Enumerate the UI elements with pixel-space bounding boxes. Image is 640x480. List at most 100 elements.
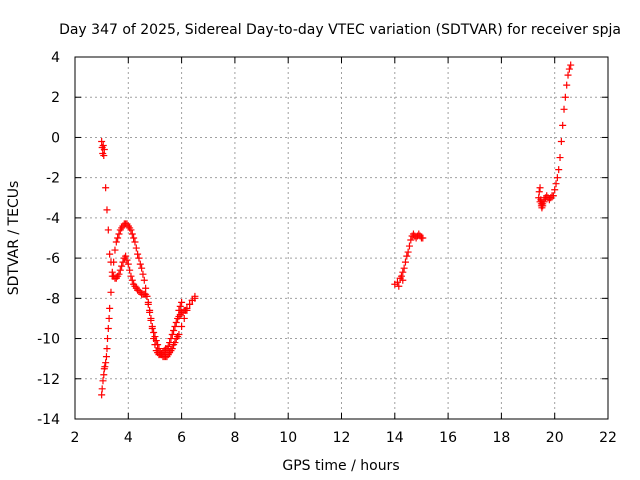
data-point xyxy=(126,266,134,274)
x-tick-label: 12 xyxy=(333,430,351,446)
data-point xyxy=(110,258,118,266)
x-tick-labels: 2 4 6 8 10 12 14 16 18 20 22 xyxy=(71,430,617,446)
data-point xyxy=(107,288,115,296)
data-point xyxy=(539,202,547,210)
data-point xyxy=(118,262,126,270)
axis-ticks xyxy=(74,56,609,420)
data-point xyxy=(142,284,150,292)
data-point xyxy=(98,385,106,393)
data-point xyxy=(178,298,186,306)
data-point xyxy=(172,318,180,326)
data-point xyxy=(555,166,563,174)
data-point xyxy=(561,93,569,101)
data-point xyxy=(104,335,112,343)
y-tick-label: -10 xyxy=(37,332,60,348)
data-point xyxy=(99,377,107,385)
data-point xyxy=(136,260,144,268)
data-point xyxy=(131,238,139,246)
data-point xyxy=(98,137,106,145)
data-point xyxy=(99,141,107,149)
data-point xyxy=(407,236,415,244)
data-point xyxy=(399,268,407,276)
y-axis-label: SDTVAR / TECUs xyxy=(6,181,22,296)
x-axis-label: GPS time / hours xyxy=(282,458,399,474)
data-point xyxy=(183,306,191,314)
data-point xyxy=(103,206,111,214)
data-point xyxy=(106,250,114,258)
data-point xyxy=(178,322,186,330)
data-point xyxy=(397,272,405,280)
data-point xyxy=(132,244,140,252)
data-point xyxy=(168,345,176,353)
data-point xyxy=(122,252,130,260)
data-point xyxy=(559,121,567,129)
data-points xyxy=(98,61,575,399)
data-point xyxy=(151,333,159,341)
data-point xyxy=(549,192,557,200)
data-point xyxy=(150,329,158,337)
data-point xyxy=(147,316,155,324)
data-point xyxy=(103,345,111,353)
data-point xyxy=(552,180,560,188)
x-tick-label: 10 xyxy=(279,430,297,446)
data-point xyxy=(186,300,194,308)
data-point xyxy=(556,154,564,162)
data-point xyxy=(154,341,162,349)
data-point xyxy=(171,322,179,330)
data-point xyxy=(127,272,135,280)
y-tick-label: -8 xyxy=(46,291,60,307)
data-point xyxy=(139,270,147,278)
data-point xyxy=(140,276,148,284)
data-point xyxy=(128,276,136,284)
data-point xyxy=(175,331,183,339)
x-tick-label: 4 xyxy=(124,430,133,446)
data-point xyxy=(106,304,114,312)
data-point xyxy=(134,250,142,258)
y-tick-label: 2 xyxy=(51,90,60,106)
data-point xyxy=(164,343,172,351)
grid xyxy=(75,57,608,419)
data-point xyxy=(152,337,160,345)
data-point xyxy=(130,234,138,242)
data-point xyxy=(560,105,568,113)
data-point xyxy=(135,254,143,262)
data-point xyxy=(553,174,561,182)
data-point xyxy=(100,152,108,160)
x-tick-label: 8 xyxy=(230,430,239,446)
data-point xyxy=(105,314,113,322)
data-point xyxy=(128,230,136,238)
data-point xyxy=(405,242,413,250)
data-point xyxy=(138,264,146,272)
data-point xyxy=(144,300,152,308)
data-point xyxy=(551,186,559,194)
data-point xyxy=(146,308,154,316)
data-point xyxy=(393,278,401,286)
data-point xyxy=(127,226,135,234)
data-point xyxy=(124,260,132,268)
data-point xyxy=(170,327,178,335)
data-point xyxy=(563,81,571,89)
data-point xyxy=(401,258,409,266)
data-point xyxy=(419,234,427,242)
data-point xyxy=(101,363,109,371)
y-tick-label: -4 xyxy=(46,211,60,227)
data-point xyxy=(399,276,407,284)
data-point xyxy=(403,252,411,260)
data-point xyxy=(143,292,151,300)
data-point xyxy=(102,359,110,367)
data-point xyxy=(100,146,108,154)
y-tick-label: -2 xyxy=(46,171,60,187)
data-point xyxy=(111,246,119,254)
data-point xyxy=(114,234,122,242)
data-point xyxy=(176,302,184,310)
y-tick-label: 4 xyxy=(51,50,60,66)
data-point xyxy=(540,196,548,204)
data-point xyxy=(112,238,120,246)
data-point xyxy=(564,71,572,79)
data-point xyxy=(108,272,116,280)
x-tick-label: 14 xyxy=(386,430,404,446)
y-tick-label: 0 xyxy=(51,130,60,146)
data-point xyxy=(104,226,112,234)
data-point xyxy=(115,230,123,238)
